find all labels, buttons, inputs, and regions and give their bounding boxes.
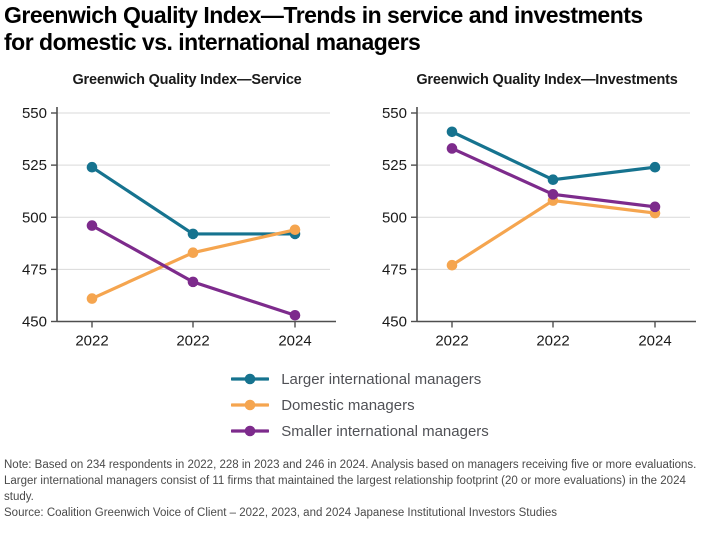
footnote: Note: Based on 234 respondents in 2022, …: [4, 458, 718, 521]
legend-marker-purple-icon: [231, 425, 270, 437]
legend-item: Smaller international managers: [231, 418, 489, 444]
investments-chart-panel: Greenwich Quality Index—Investments 450 4…: [360, 58, 720, 360]
legend-label: Domestic managers: [281, 396, 415, 414]
figure-title: Greenwich Quality Index—Trends in servic…: [0, 0, 720, 56]
svg-text:2022: 2022: [435, 333, 468, 350]
investments-chart-title: Greenwich Quality Index—Investments: [416, 72, 678, 89]
legend-item: Domestic managers: [231, 392, 489, 418]
legend: Larger international managers Domestic m…: [231, 366, 489, 444]
svg-text:500: 500: [382, 210, 407, 227]
svg-text:450: 450: [382, 314, 407, 331]
svg-text:475: 475: [22, 262, 47, 279]
figure-title-line1: Greenwich Quality Index—Trends in servic…: [4, 2, 643, 28]
service-chart-panel: Greenwich Quality Index—Service 450 475 50…: [0, 58, 360, 360]
footnote-note: Note: Based on 234 respondents in 2022, …: [4, 459, 697, 503]
svg-text:500: 500: [22, 210, 47, 227]
service-chart: 450 475 500 525 550 2022 2022 2024: [22, 105, 336, 350]
svg-text:525: 525: [22, 157, 47, 174]
legend-item: Larger international managers: [231, 366, 489, 392]
svg-text:2024: 2024: [278, 333, 311, 350]
figure-title-line2: for domestic vs. international managers: [4, 29, 421, 56]
legend-label: Smaller international managers: [281, 422, 489, 440]
svg-text:2022: 2022: [176, 333, 209, 350]
svg-text:2024: 2024: [638, 333, 671, 350]
legend-marker-orange-icon: [231, 399, 270, 411]
charts-row: Greenwich Quality Index—Service 450 475 50…: [0, 58, 720, 360]
svg-text:2022: 2022: [75, 333, 108, 350]
footnote-source: Source: Coalition Greenwich Voice of Cli…: [4, 506, 557, 519]
svg-text:525: 525: [382, 157, 407, 174]
service-chart-title: Greenwich Quality Index—Service: [72, 72, 302, 89]
investments-chart: 450 475 500 525 550 2022 2022 2024: [382, 105, 696, 350]
legend-label: Larger international managers: [281, 370, 482, 388]
svg-text:475: 475: [382, 262, 407, 279]
svg-text:450: 450: [22, 314, 47, 331]
legend-marker-teal-icon: [231, 373, 270, 385]
svg-text:2022: 2022: [536, 333, 569, 350]
svg-text:550: 550: [382, 105, 407, 122]
svg-text:550: 550: [22, 105, 47, 122]
